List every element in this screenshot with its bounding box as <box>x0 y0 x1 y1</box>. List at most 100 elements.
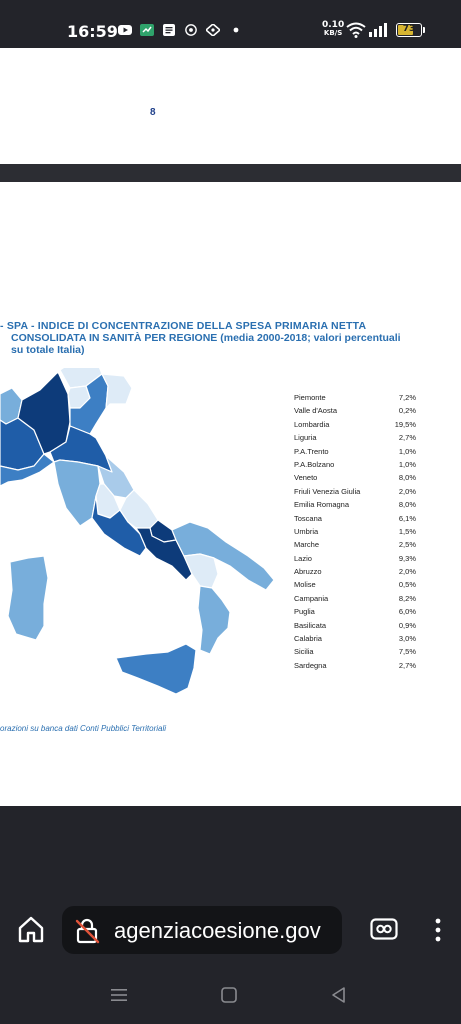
battery-level: 73 <box>402 24 416 34</box>
region-basilicata <box>183 553 219 589</box>
legend-region-name: P.A.Trento <box>294 446 329 456</box>
legend-region-value: 2,0% <box>398 567 416 577</box>
youtube-icon <box>118 25 132 35</box>
app-icon <box>140 24 154 36</box>
legend-region-value: 0,5% <box>398 580 416 590</box>
legend-row: Valle d'Aosta 0,2% <box>294 404 416 417</box>
legend-region-value: 1,5% <box>398 526 416 536</box>
legend-row: Calabria 3,0% <box>294 632 416 645</box>
region-lazio <box>91 495 147 557</box>
home-icon[interactable] <box>16 914 46 944</box>
legend-region-name: P.A.Bolzano <box>294 459 335 469</box>
legend-row: Sardegna 2,7% <box>294 659 416 672</box>
document-icon <box>163 24 175 36</box>
shield-icon <box>206 24 220 36</box>
legend-row: Friuli Venezia Giulia 2,0% <box>294 485 416 498</box>
legend-region-value: 2,0% <box>398 486 416 496</box>
address-bar[interactable]: agenziacoesione.gov <box>62 906 342 954</box>
page-number: 8 <box>150 107 156 118</box>
legend-region-value: 1,0% <box>398 446 416 456</box>
legend-row: Umbria 1,5% <box>294 525 416 538</box>
legend-region-value: 8,0% <box>398 473 416 483</box>
legend-region-value: 2,7% <box>398 660 416 670</box>
legend-row: Basilicata 0,9% <box>294 619 416 632</box>
more-vert-icon[interactable] <box>428 916 448 944</box>
legend-region-name: Veneto <box>294 473 318 483</box>
legend-region-value: 1,0% <box>398 459 416 469</box>
legend-region-value: 3,0% <box>398 634 416 644</box>
region-calabria <box>197 585 231 655</box>
legend-region-value: 0,9% <box>398 620 416 630</box>
legend-row: Molise 0,5% <box>294 578 416 591</box>
region-sicilia <box>115 643 197 695</box>
legend-region-value: 9,3% <box>398 553 416 563</box>
speed-value: 0.10 <box>322 20 345 30</box>
insecure-lock-icon[interactable] <box>74 918 100 944</box>
legend-row: Marche 2,5% <box>294 538 416 551</box>
chrome-icon <box>185 24 197 36</box>
legend-row: Toscana 6,1% <box>294 512 416 525</box>
legend-region-name: Lombardia <box>294 419 330 429</box>
url-text[interactable]: agenziacoesione.gov <box>114 918 321 943</box>
legend-region-value: 8,2% <box>398 593 416 603</box>
legend-row: P.A.Bolzano 1,0% <box>294 458 416 471</box>
legend-region-value: 7,2% <box>398 393 416 402</box>
page-separator <box>0 164 461 182</box>
battery-fill <box>398 25 413 35</box>
legend-region-name: Sicilia <box>294 647 314 657</box>
figure-title-line2: CONSOLIDATA IN SANITÀ PER REGIONE (media… <box>11 332 401 344</box>
legend-row: Abruzzo 2,0% <box>294 565 416 578</box>
tabs-icon[interactable] <box>370 918 398 940</box>
italy-choropleth-map <box>0 368 275 695</box>
menu-nav-icon[interactable] <box>110 986 128 1004</box>
region-sardegna <box>7 555 49 641</box>
legend-region-name: Piemonte <box>294 393 326 402</box>
legend-region-name: Abruzzo <box>294 567 322 577</box>
figure-source: orazioni su banca dati Conti Pubblici Te… <box>0 724 167 733</box>
document-background <box>0 806 461 896</box>
signal-icon <box>369 23 387 37</box>
legend-region-value: 0,2% <box>398 406 416 416</box>
system-nav-bar <box>0 968 461 1024</box>
region-legend: Piemonte 7,2% Valle d'Aosta 0,2% Lombardia 19… <box>294 391 416 672</box>
battery-icon: 73 <box>396 23 425 37</box>
legend-region-name: Umbria <box>294 526 319 536</box>
legend-region-name: Marche <box>294 540 320 550</box>
home-nav-icon[interactable] <box>220 986 238 1004</box>
back-nav-icon[interactable] <box>330 986 348 1004</box>
legend-row: Veneto 8,0% <box>294 471 416 484</box>
legend-row: Puglia 6,0% <box>294 605 416 618</box>
legend-region-name: Emilia Romagna <box>294 500 350 510</box>
region-liguria <box>0 453 55 487</box>
legend-row: Lombardia 19,5% <box>294 418 416 431</box>
legend-row: Liguria 2,7% <box>294 431 416 444</box>
region-friuli <box>101 373 133 409</box>
legend-row: Emilia Romagna 8,0% <box>294 498 416 511</box>
legend-region-name: Puglia <box>294 607 315 617</box>
legend-region-value: 6,0% <box>398 607 416 617</box>
status-bar: 16:59 0.10 KB/S 73 <box>0 0 461 48</box>
network-speed: 0.10 KB/S <box>322 20 345 38</box>
legend-region-name: Friuli Venezia Giulia <box>294 486 361 496</box>
figure-title-line1: - SPA - INDICE DI CONCENTRAZIONE DELLA S… <box>0 320 367 332</box>
legend-region-value: 2,7% <box>398 433 416 443</box>
status-time: 16:59 <box>67 22 118 41</box>
legend-region-name: Toscana <box>294 513 322 523</box>
figure-title: - SPA - INDICE DI CONCENTRAZIONE DELLA S… <box>0 320 410 356</box>
legend-region-name: Basilicata <box>294 620 327 630</box>
legend-region-name: Molise <box>294 580 316 590</box>
dot-icon <box>233 27 239 33</box>
legend-row: Piemonte 7,2% <box>294 391 416 404</box>
browser-toolbar: agenziacoesione.gov <box>0 896 461 968</box>
speed-unit: KB/S <box>323 29 343 37</box>
legend-region-name: Valle d'Aosta <box>294 406 337 416</box>
legend-row: P.A.Trento 1,0% <box>294 445 416 458</box>
legend-region-name: Sardegna <box>294 660 327 670</box>
legend-region-name: Lazio <box>294 553 312 563</box>
legend-region-value: 8,0% <box>398 500 416 510</box>
wifi-icon <box>346 22 366 38</box>
legend-region-value: 7,5% <box>398 647 416 657</box>
legend-row: Campania 8,2% <box>294 592 416 605</box>
document-page-previous: 8 <box>0 48 461 164</box>
legend-row: Lazio 9,3% <box>294 552 416 565</box>
